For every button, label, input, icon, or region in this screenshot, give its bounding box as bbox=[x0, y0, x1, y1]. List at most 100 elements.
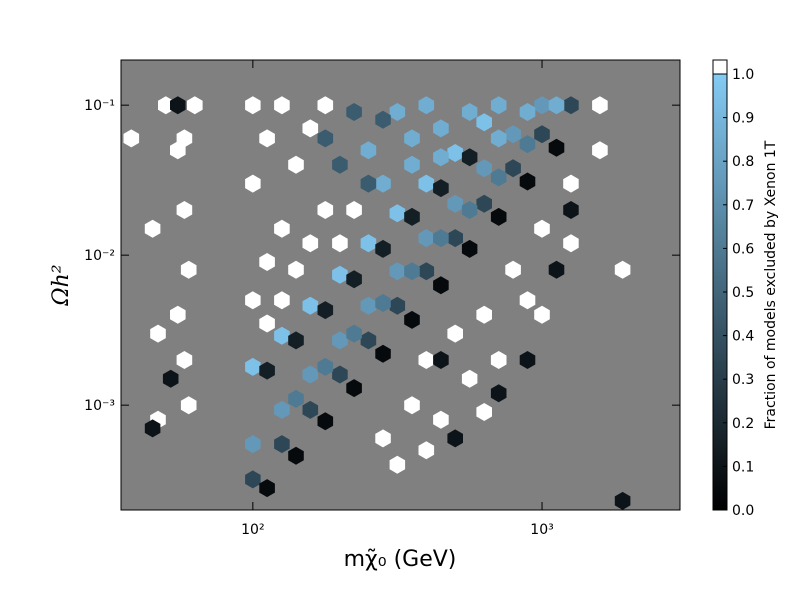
hex-cell bbox=[614, 491, 631, 510]
hex-cell bbox=[404, 129, 420, 148]
x-tick-label: 10² bbox=[241, 522, 264, 538]
hex-cell bbox=[433, 148, 449, 167]
y-tick-label: 10⁻¹ bbox=[84, 98, 115, 114]
hex-cell bbox=[461, 103, 478, 121]
hex-cell bbox=[476, 305, 492, 324]
hex-cell bbox=[476, 403, 492, 421]
hex-cell bbox=[288, 389, 304, 408]
hex-cell bbox=[162, 369, 179, 388]
hex-cell bbox=[490, 384, 507, 403]
colorbar-tick-label: 0.9 bbox=[732, 111, 754, 127]
hex-cell bbox=[375, 344, 391, 363]
hex-cell bbox=[274, 96, 290, 115]
colorbar-label: Fraction of models excluded by Xenon 1T bbox=[763, 140, 779, 429]
hex-cell bbox=[375, 174, 391, 193]
hex-cell bbox=[317, 96, 334, 115]
hex-cell bbox=[144, 219, 161, 238]
hex-cell bbox=[534, 96, 550, 115]
hex-cell bbox=[332, 365, 348, 384]
hex-cell bbox=[592, 141, 608, 160]
hex-cell bbox=[476, 194, 492, 213]
hex-cell bbox=[404, 396, 420, 415]
hex-cell bbox=[332, 234, 348, 253]
hex-cell bbox=[302, 365, 319, 384]
colorbar-tick-label: 0.5 bbox=[732, 285, 754, 301]
hex-cell bbox=[375, 429, 391, 448]
hex-cell bbox=[360, 174, 377, 193]
hex-cell bbox=[302, 296, 319, 315]
hex-cell bbox=[288, 331, 304, 350]
hex-cell bbox=[447, 229, 463, 248]
hex-cell bbox=[548, 260, 565, 279]
hex-cell bbox=[418, 96, 435, 115]
hex-cell bbox=[317, 201, 334, 219]
colorbar-tick-label: 0.4 bbox=[732, 329, 754, 345]
hex-cell bbox=[418, 351, 435, 369]
hex-cell bbox=[245, 470, 261, 489]
hex-cell bbox=[180, 396, 197, 415]
hex-cell bbox=[447, 194, 463, 213]
hex-cell bbox=[563, 174, 579, 193]
hex-cell bbox=[346, 270, 362, 289]
hex-cell bbox=[389, 262, 406, 281]
hex-cell bbox=[245, 291, 261, 310]
hex-cell bbox=[418, 174, 435, 193]
colorbar-tick-label: 0.8 bbox=[732, 154, 754, 170]
hex-cell bbox=[461, 201, 478, 219]
hex-cell bbox=[346, 103, 362, 121]
hex-cell bbox=[389, 296, 406, 315]
hex-cell bbox=[433, 276, 449, 295]
hex-layer bbox=[123, 96, 631, 510]
hex-cell bbox=[176, 129, 193, 148]
hex-cell bbox=[534, 219, 550, 238]
hex-cell bbox=[447, 324, 463, 343]
hex-cell bbox=[332, 331, 348, 350]
y-tick-label: 10⁻² bbox=[84, 248, 115, 264]
hex-cell bbox=[389, 204, 406, 223]
hex-cell bbox=[505, 260, 521, 279]
colorbar-tick-label: 0.1 bbox=[732, 459, 754, 475]
hex-cell bbox=[302, 119, 319, 138]
hex-cell bbox=[259, 479, 275, 498]
x-tick-label: 10³ bbox=[530, 522, 553, 538]
hex-cell bbox=[123, 129, 140, 148]
hex-cell bbox=[614, 260, 631, 279]
hex-cell bbox=[346, 201, 362, 219]
hex-cell bbox=[360, 331, 377, 350]
colorbar-tick-label: 0.7 bbox=[732, 198, 754, 214]
hex-cell bbox=[317, 412, 334, 431]
hex-cell bbox=[176, 351, 193, 369]
hex-cell bbox=[563, 96, 579, 115]
hex-cell bbox=[490, 168, 507, 187]
hex-cell bbox=[519, 172, 536, 191]
hex-cell bbox=[461, 148, 478, 167]
hex-cell bbox=[360, 234, 377, 253]
hex-cell bbox=[476, 159, 492, 178]
hex-cell bbox=[288, 260, 304, 279]
colorbar-tick-label: 0.6 bbox=[732, 241, 754, 257]
hex-cell bbox=[592, 96, 608, 115]
hex-cell bbox=[476, 113, 492, 132]
plot-frame bbox=[120, 59, 681, 511]
hex-cell bbox=[360, 296, 377, 315]
hex-cell bbox=[505, 159, 521, 178]
hex-cell bbox=[375, 294, 391, 312]
hex-cell bbox=[534, 305, 550, 324]
colorbar-tick-label: 0.2 bbox=[732, 416, 754, 432]
hex-cell bbox=[274, 435, 290, 454]
hex-cell bbox=[433, 410, 449, 429]
hex-cell bbox=[433, 229, 449, 248]
hex-cell bbox=[317, 301, 334, 320]
hex-cell bbox=[302, 400, 319, 419]
hex-cell bbox=[170, 305, 186, 324]
hex-cell bbox=[346, 379, 362, 398]
hex-cell bbox=[461, 239, 478, 258]
hex-cell bbox=[245, 96, 261, 115]
hex-cell bbox=[187, 96, 203, 115]
hex-cell bbox=[404, 207, 420, 226]
hex-cell bbox=[274, 326, 290, 345]
hex-cell bbox=[176, 201, 193, 219]
hex-cell bbox=[563, 234, 579, 253]
hex-cell bbox=[505, 125, 521, 144]
